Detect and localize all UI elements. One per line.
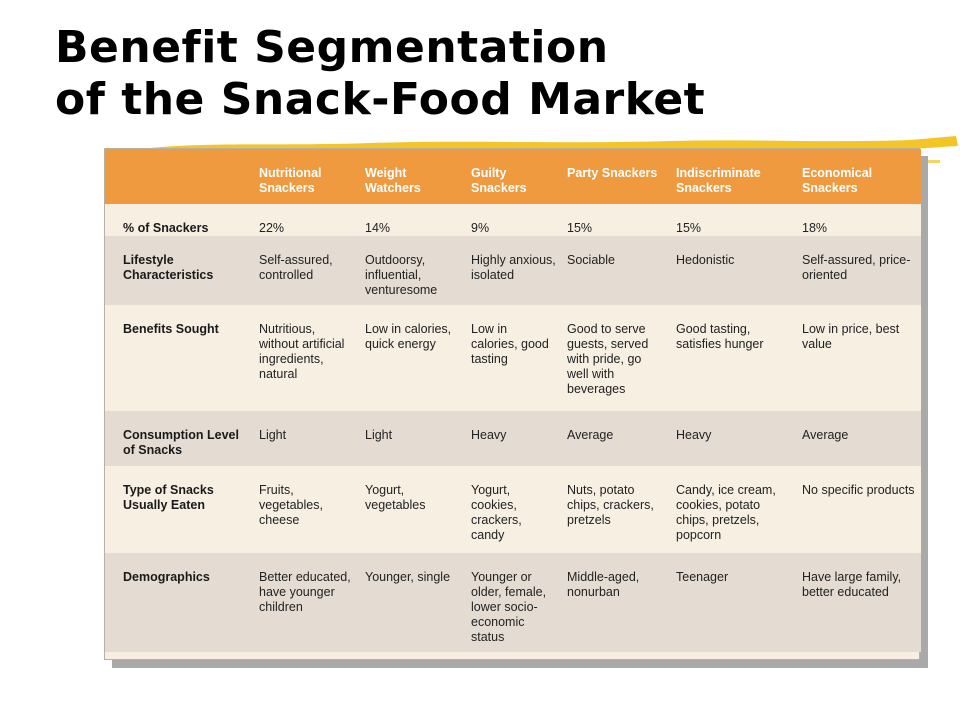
title-line-2: of the Snack-Food Market xyxy=(55,74,706,125)
row-label: % of Snackers xyxy=(105,204,255,236)
table-cell: Light xyxy=(255,411,361,466)
column-header: Guilty Snackers xyxy=(467,149,563,204)
table-cell: Low in calories, good tasting xyxy=(467,305,563,411)
table-cell: Younger or older, female, lower socio-ec… xyxy=(467,553,563,652)
table-cell: Yogurt, vegetables xyxy=(361,466,467,553)
table-cell: Outdoorsy, influential, venturesome xyxy=(361,236,467,305)
table-cell: Have large family, better educated xyxy=(798,553,921,652)
column-header: Economical Snackers xyxy=(798,149,921,204)
table-cell: Fruits, vegetables, cheese xyxy=(255,466,361,553)
table-cell: Low in price, best value xyxy=(798,305,921,411)
title-line-1: Benefit Segmentation xyxy=(55,22,609,73)
row-label: Benefits Sought xyxy=(105,305,255,411)
table-cell: Nuts, potato chips, crackers, pretzels xyxy=(563,466,672,553)
column-header: Weight Watchers xyxy=(361,149,467,204)
table-cell: 15% xyxy=(672,204,798,236)
table-cell: Candy, ice cream, cookies, potato chips,… xyxy=(672,466,798,553)
row-label: Demographics xyxy=(105,553,255,652)
header-corner xyxy=(105,149,255,204)
table-cell: Self-assured, controlled xyxy=(255,236,361,305)
table-cell: Teenager xyxy=(672,553,798,652)
table-cell: Good tasting, satisfies hunger xyxy=(672,305,798,411)
table-cell: 15% xyxy=(563,204,672,236)
table-cell: Self-assured, price-oriented xyxy=(798,236,921,305)
page-title: Benefit Segmentation of the Snack-Food M… xyxy=(55,22,705,126)
table-cell: 9% xyxy=(467,204,563,236)
table-cell: Average xyxy=(563,411,672,466)
table-cell: Heavy xyxy=(672,411,798,466)
row-label: Lifestyle Characteristics xyxy=(105,236,255,305)
column-header: Nutritional Snackers xyxy=(255,149,361,204)
table-cell: Light xyxy=(361,411,467,466)
table-cell: Nutritious, without artificial ingredien… xyxy=(255,305,361,411)
table-cell: 14% xyxy=(361,204,467,236)
segmentation-table: Nutritional Snackers Weight Watchers Gui… xyxy=(104,148,921,660)
column-header: Party Snackers xyxy=(563,149,672,204)
table-cell: Sociable xyxy=(563,236,672,305)
table-cell: Better educated, have younger children xyxy=(255,553,361,652)
table-cell: 22% xyxy=(255,204,361,236)
table-cell: No specific products xyxy=(798,466,921,553)
table-cell: Average xyxy=(798,411,921,466)
table-cell: Yogurt, cookies, crackers, candy xyxy=(467,466,563,553)
row-label: Type of Snacks Usually Eaten xyxy=(105,466,255,553)
table-cell: Heavy xyxy=(467,411,563,466)
table-cell: 18% xyxy=(798,204,921,236)
table-cell: Younger, single xyxy=(361,553,467,652)
table-cell: Middle-aged, nonurban xyxy=(563,553,672,652)
row-label: Consumption Level of Snacks xyxy=(105,411,255,466)
table-cell: Low in calories, quick energy xyxy=(361,305,467,411)
table-cell: Highly anxious, isolated xyxy=(467,236,563,305)
table-cell: Good to serve guests, served with pride,… xyxy=(563,305,672,411)
column-header: Indiscriminate Snackers xyxy=(672,149,798,204)
table-cell: Hedonistic xyxy=(672,236,798,305)
